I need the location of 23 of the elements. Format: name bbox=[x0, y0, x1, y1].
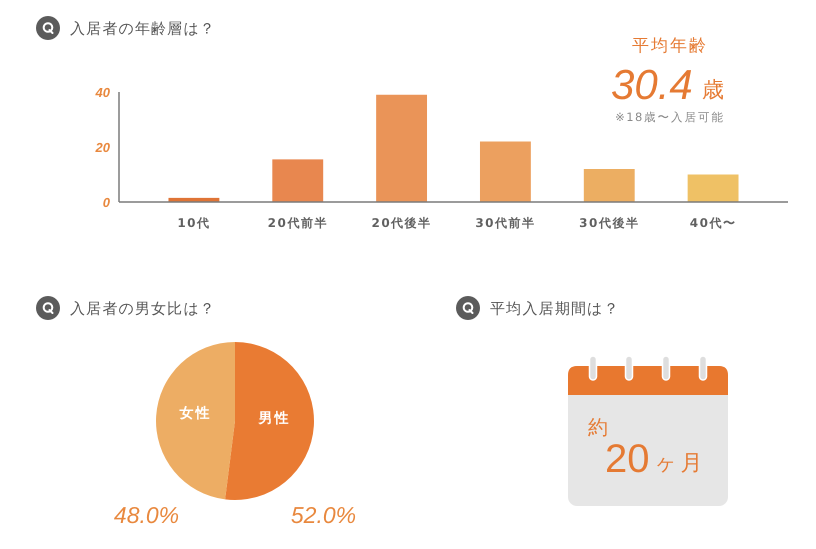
text: 20 bbox=[605, 437, 650, 481]
text: 平均入居期間は？ bbox=[490, 300, 620, 318]
annotation: 歳 bbox=[702, 78, 724, 103]
x-tick-label: 10代 bbox=[177, 216, 211, 230]
x-tick-label: 40代〜 bbox=[690, 216, 736, 230]
slice-label: 女性 bbox=[178, 406, 212, 422]
text: 平均年齢 bbox=[632, 36, 708, 56]
data-label: 48.0% bbox=[114, 502, 180, 528]
slice-label: 男性 bbox=[257, 410, 290, 426]
x-tick-label: 30代後半 bbox=[579, 216, 640, 230]
x-tick-label: 30代前半 bbox=[475, 216, 536, 230]
chart-title: 入居者の男女比は？ bbox=[70, 300, 216, 318]
annotation: 30.4 bbox=[611, 61, 693, 108]
annotation: ※18歳〜入居可能 bbox=[615, 110, 725, 124]
chart-title: 入居者の年齢層は？ bbox=[70, 20, 216, 38]
text: ヶ月 bbox=[654, 451, 706, 476]
x-tick-label: 20代後半 bbox=[371, 216, 432, 230]
y-tick-label: 20 bbox=[94, 140, 111, 154]
y-tick-label: 0 bbox=[102, 194, 111, 210]
y-tick-label: 40 bbox=[94, 84, 111, 100]
text: 約 bbox=[588, 415, 608, 439]
data-label: 52.0% bbox=[290, 502, 356, 528]
x-tick-label: 20代前半 bbox=[268, 216, 328, 230]
